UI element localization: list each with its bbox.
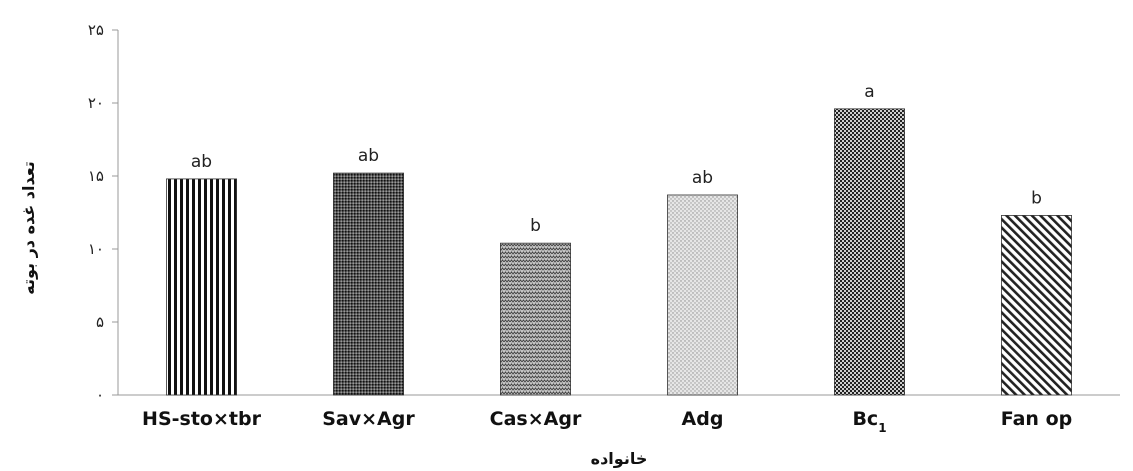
significance-letter: b [530, 216, 541, 236]
y-tick-label: ۲۰ [88, 94, 104, 112]
y-axis: ۰ ۵ ۱۰ ۱۵ ۲۰ ۲۵ [88, 21, 119, 404]
x-tick-label: Cas×Agr [490, 408, 582, 430]
significance-letter: ab [692, 168, 713, 188]
y-tick-label: ۱۰ [88, 240, 104, 258]
labels: ab HS-sto×tbr ab Sav×Agr b Cas×Agr ab Adg a Bc1 b F… [142, 82, 1072, 435]
x-tick-label: Fan op [1001, 408, 1072, 430]
significance-letter: ab [358, 146, 379, 166]
significance-letter: a [864, 82, 874, 102]
bar-4 [667, 194, 738, 396]
bar-6 [1001, 215, 1072, 396]
bar-1 [166, 178, 237, 396]
significance-letter: b [1031, 188, 1042, 208]
y-tick-label: ۵ [96, 313, 104, 331]
y-tick-label: ۲۵ [88, 21, 104, 39]
x-tick-subscript: 1 [878, 421, 886, 435]
bar-5 [834, 108, 905, 396]
bar-3 [500, 242, 571, 396]
y-axis-label: تعداد غده در بوته [19, 161, 38, 294]
x-tick-label: Sav×Agr [322, 408, 415, 430]
y-tick-label: ۱۵ [88, 167, 104, 185]
x-tick-label: HS-sto×tbr [142, 408, 262, 430]
y-tick-label: ۰ [96, 386, 104, 404]
x-tick-label: Bc1 [852, 408, 886, 435]
significance-letter: ab [191, 152, 212, 172]
x-tick-label: Adg [682, 408, 724, 430]
bars [166, 108, 1072, 396]
bar-2 [333, 172, 404, 396]
x-axis-label: خانواده [591, 449, 648, 468]
